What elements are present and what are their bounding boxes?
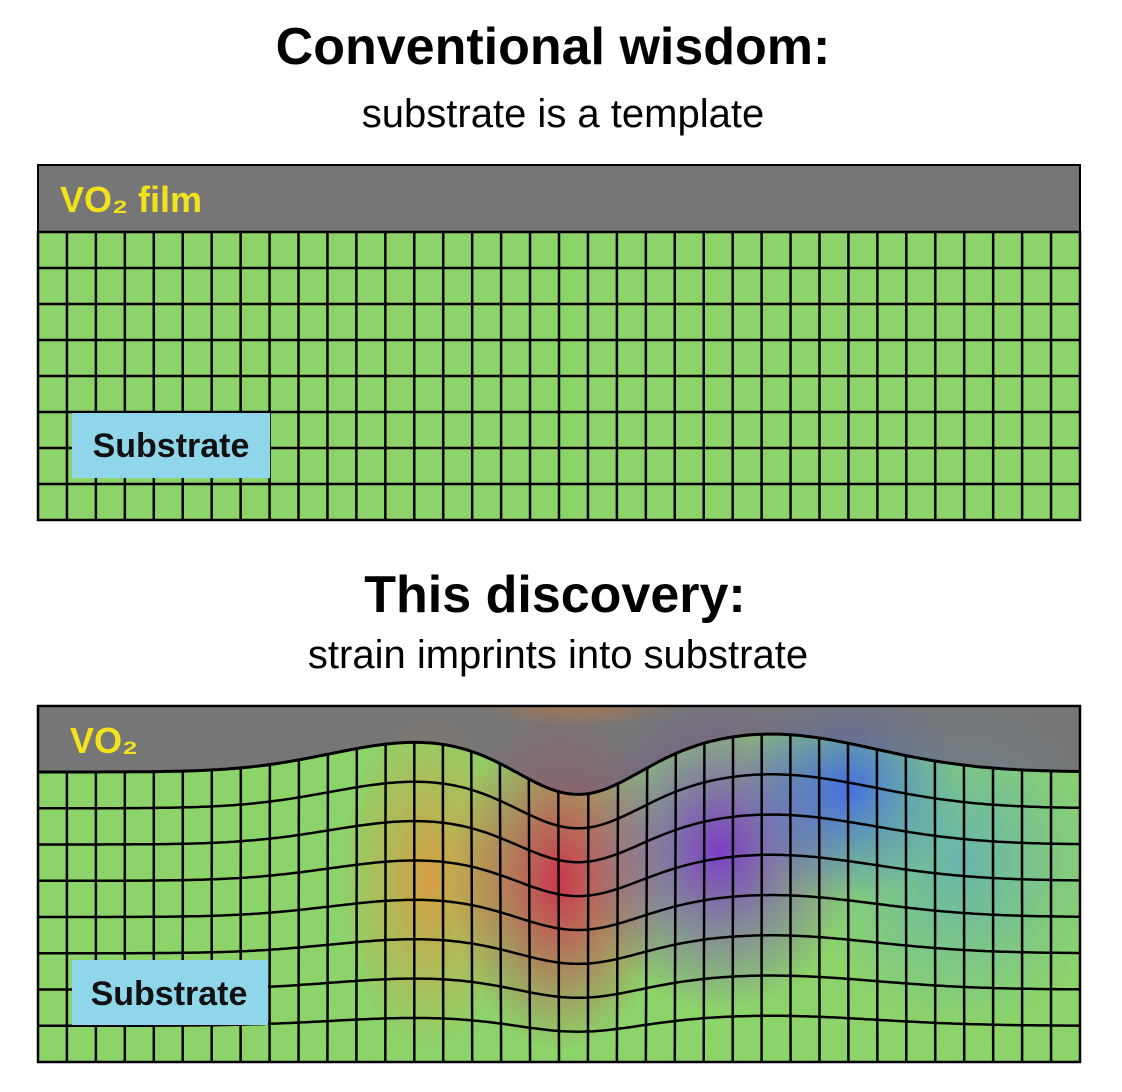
- label-box: [72, 960, 268, 1025]
- panel-frame: [36, 704, 1082, 1064]
- film-layer: [37, 164, 1081, 233]
- lattice-line: [875, 749, 879, 1063]
- film-label: VO₂ film: [60, 179, 202, 220]
- lattice-line: [470, 751, 474, 1063]
- lattice-line: [904, 755, 908, 1062]
- lattice-line: [498, 764, 503, 1063]
- strained-lattice: VO₂ Substrate: [36, 704, 1082, 1064]
- panel-title: Conventional wisdom:: [276, 18, 831, 76]
- lattice-line: [615, 784, 620, 1063]
- panel-subtitle: substrate is a template: [362, 92, 764, 136]
- lattice-line: [644, 768, 649, 1063]
- flat-lattice: VO₂ film Substrate: [36, 164, 1082, 522]
- lattice-line: [527, 779, 532, 1063]
- label-box: [72, 413, 270, 478]
- substrate-label: Substrate: [93, 427, 250, 465]
- substrate-label: Substrate: [91, 975, 248, 1013]
- lattice-line: [702, 743, 706, 1063]
- strain-glow: [428, 706, 728, 816]
- lattice-line: [326, 754, 330, 1063]
- lattice-line: [557, 791, 561, 1063]
- lattice-line: [673, 753, 678, 1063]
- panel-subtitle: strain imprints into substrate: [308, 633, 808, 677]
- film-label: VO₂: [70, 720, 138, 761]
- panel-title: This discovery:: [364, 566, 745, 624]
